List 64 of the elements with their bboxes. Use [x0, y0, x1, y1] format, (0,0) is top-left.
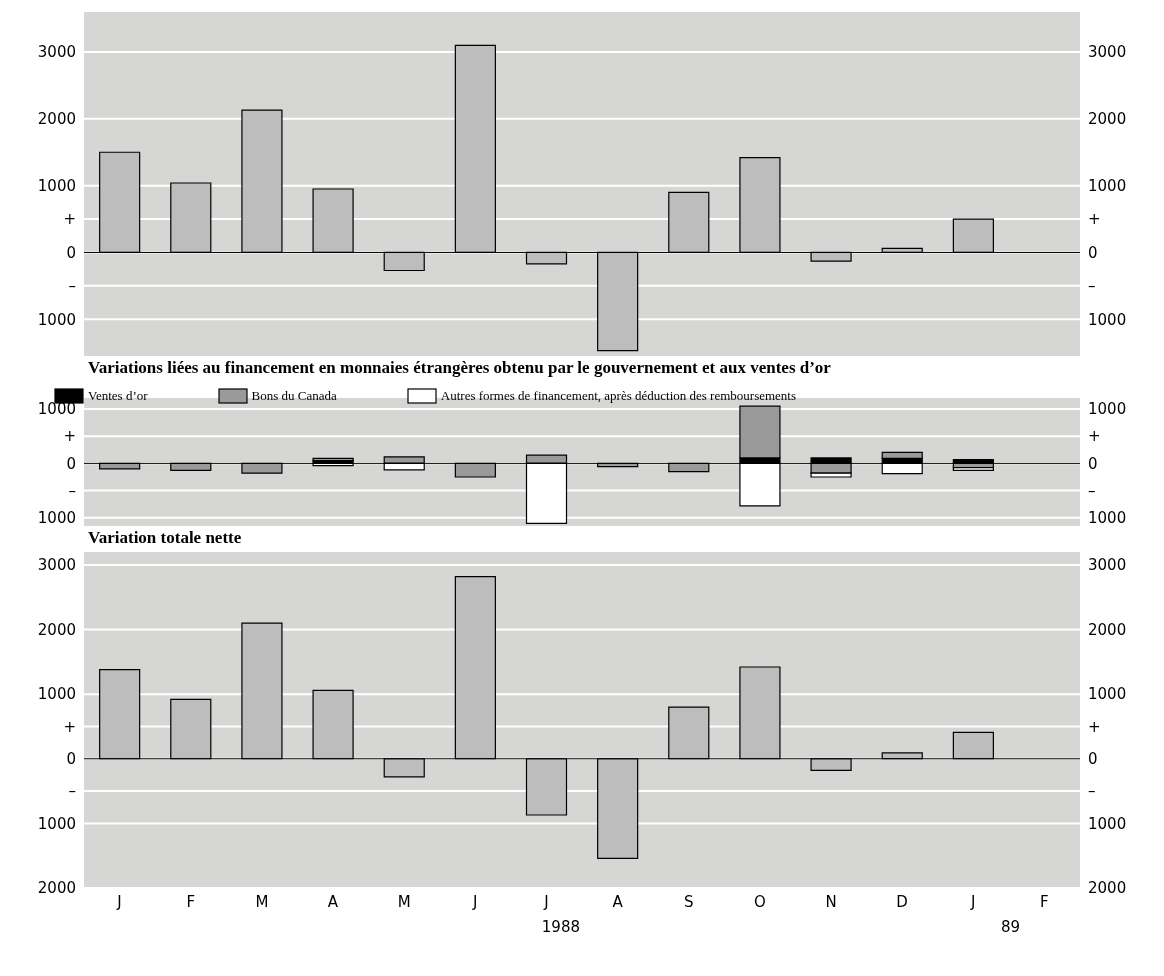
- y2-tick-label: 3000: [1088, 43, 1127, 62]
- y-tick-label: –: [68, 277, 76, 296]
- x-tick-label: F: [1040, 892, 1049, 911]
- y-tick-label: 3000: [37, 43, 76, 62]
- y-tick-label: 2000: [37, 620, 76, 639]
- y-tick-label: 1000: [37, 400, 76, 419]
- text: 1988: [541, 918, 580, 936]
- y-tick-label: 0: [66, 454, 76, 473]
- y2-tick-label: 1000: [1088, 814, 1127, 833]
- text: 89: [1001, 918, 1021, 936]
- legend-label: Ventes d’or: [88, 388, 148, 403]
- x-tick-label: S: [683, 892, 694, 911]
- y2-tick-label: 2000: [1088, 110, 1127, 129]
- x-tick-label: J: [970, 892, 976, 911]
- y2-tick-label: 1000: [1088, 509, 1127, 528]
- chart-title: Variation totale nette: [88, 528, 243, 548]
- y-tick-label: 1000: [37, 685, 76, 704]
- y2-tick-label: 0: [1088, 243, 1098, 262]
- legend-label: Bons du Canada: [250, 388, 337, 404]
- bar: [881, 451, 923, 460]
- y2-tick-label: 1000: [1088, 176, 1127, 195]
- y2-tick-label: –: [1088, 481, 1096, 500]
- y2-tick-label: 1000: [1088, 310, 1127, 329]
- y-tick-label: +: [63, 210, 76, 229]
- y2-tick-label: +: [1088, 717, 1101, 736]
- y-tick-label: –: [68, 481, 76, 500]
- y2-tick-label: –: [1088, 277, 1096, 296]
- y-tick-label: 1000: [37, 176, 76, 195]
- y2-tick-label: +: [1088, 427, 1101, 446]
- x-tick-label: A: [612, 892, 624, 911]
- y2-tick-label: –: [1088, 782, 1096, 801]
- x-tick-label: N: [825, 892, 837, 911]
- y-tick-label: 1000: [37, 814, 76, 833]
- x-tick-label: A: [327, 892, 339, 911]
- y-tick-label: 0: [66, 243, 76, 262]
- x-tick-label: M: [255, 892, 269, 911]
- x-tick-label: F: [186, 892, 196, 911]
- y-tick-label: 0: [66, 750, 76, 769]
- y2-tick-label: 0: [1088, 750, 1098, 769]
- x-tick-label: J: [116, 892, 122, 911]
- x-tick-label: O: [753, 892, 766, 911]
- y-tick-label: 1000: [37, 310, 76, 329]
- y2-tick-label: 2000: [1088, 879, 1127, 898]
- x-tick-label: M: [397, 892, 411, 911]
- y2-tick-label: 0: [1088, 454, 1098, 473]
- y-tick-label: –: [68, 782, 76, 801]
- x-tick-label: J: [543, 892, 549, 911]
- y2-tick-label: 3000: [1088, 556, 1127, 575]
- y2-tick-label: 2000: [1088, 620, 1127, 639]
- x-tick-label: D: [896, 892, 908, 911]
- y2-tick-label: +: [1088, 210, 1101, 229]
- chart-title: Variations liées au financement en monnaies étrangères obtenu par le gouvernement et aux ventes d’or: [88, 358, 832, 378]
- y-tick-label: 2000: [37, 879, 76, 898]
- bar: [739, 405, 781, 459]
- x-tick-label: J: [472, 892, 478, 911]
- y-tick-label: 3000: [37, 556, 76, 575]
- y-tick-label: 1000: [37, 509, 76, 528]
- y2-tick-label: 1000: [1088, 685, 1127, 704]
- bar: [952, 467, 994, 472]
- y-tick-label: +: [63, 427, 76, 446]
- y-tick-label: 2000: [37, 110, 76, 129]
- y-tick-label: +: [63, 717, 76, 736]
- y2-tick-label: 1000: [1088, 400, 1127, 419]
- legend-label: Autres formes de financement, après déduction des remboursements: [439, 388, 797, 404]
